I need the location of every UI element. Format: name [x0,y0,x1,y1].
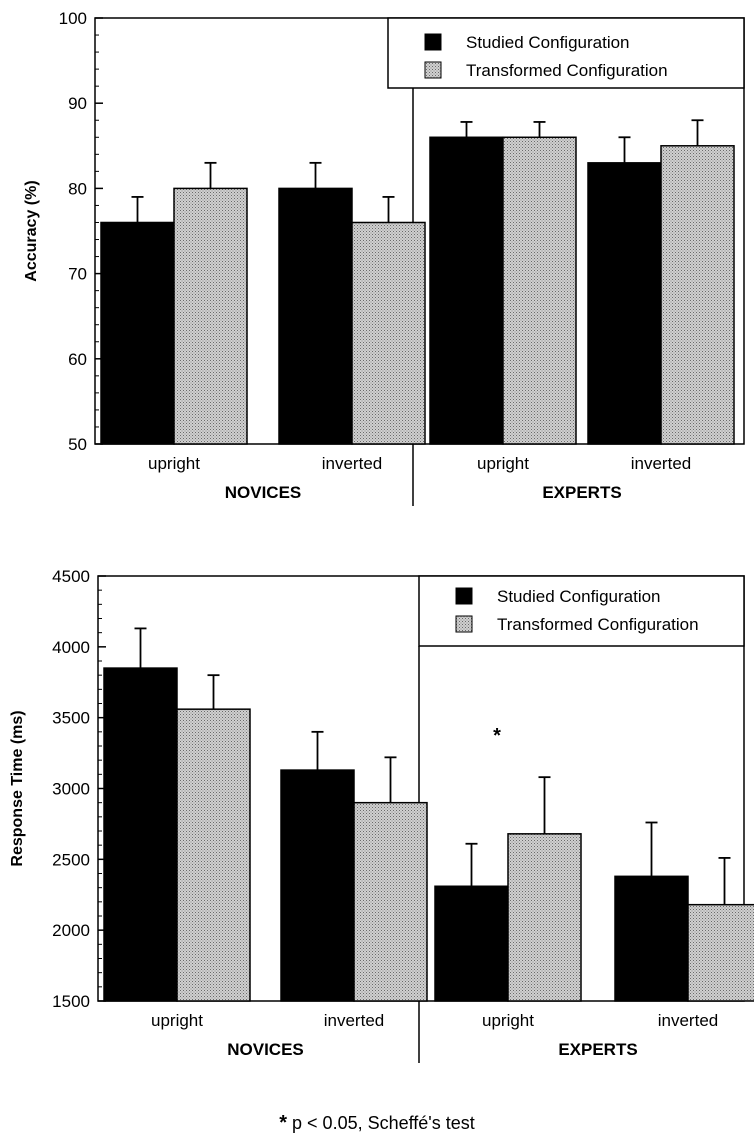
bar-studied [614,875,689,1002]
legend-label: Transformed Configuration [497,615,699,634]
accuracy-chart: 50 60 70 80 90 100 Accuracy (%) upright inverted… [23,9,745,506]
legend-label: Studied Configuration [497,587,661,606]
y-tick-label: 90 [68,94,87,113]
bar-transformed [176,708,251,1002]
y-tick-label: 50 [68,435,87,454]
y-tick-label: 100 [59,9,87,28]
legend-label: Transformed Configuration [466,61,668,80]
category-label: inverted [631,454,691,473]
y-axis-label: Accuracy (%) [23,180,40,281]
bar-transformed [353,801,428,1002]
group-label: EXPERTS [542,483,621,502]
footnote: * p < 0.05, Scheffé's test [0,1112,754,1135]
bar-transformed [351,221,426,445]
category-label: upright [148,454,200,473]
category-label: upright [482,1011,534,1030]
legend-swatch-studied [424,33,442,51]
response-time-chart: 1500 2000 2500 3000 3500 4000 4500 Response Tim… [9,567,754,1063]
legend-swatch-transformed [424,61,442,79]
footnote-text: p < 0.05, Scheffé's test [292,1113,475,1133]
y-tick-label: 4500 [52,567,90,586]
bar-transformed [173,187,248,445]
legend-box [418,575,745,647]
group-label: NOVICES [227,1040,304,1059]
bar-studied [587,162,662,445]
y-tick-label: 70 [68,265,87,284]
y-tick-label: 3500 [52,709,90,728]
bar-transformed [507,833,582,1002]
bar-transformed [660,145,735,445]
legend-box [387,17,745,89]
category-label: upright [477,454,529,473]
legend-label: Studied Configuration [466,33,630,52]
category-label: upright [151,1011,203,1030]
footnote-star: * [279,1112,288,1134]
bar-studied [434,885,509,1002]
y-tick-label: 3000 [52,780,90,799]
category-label: inverted [322,454,382,473]
significance-marker: * [493,725,501,747]
bar-studied [100,221,175,445]
y-tick-label: 2000 [52,921,90,940]
group-label: NOVICES [225,483,302,502]
category-label: inverted [658,1011,718,1030]
y-tick-label: 4000 [52,638,90,657]
bar-transformed [502,136,577,445]
y-tick-label: 2500 [52,850,90,869]
group-label: EXPERTS [558,1040,637,1059]
bar-studied [103,667,178,1002]
y-tick-label: 1500 [52,992,90,1011]
y-tick-label: 80 [68,179,87,198]
bar-transformed [687,903,754,1002]
legend-swatch-studied [455,587,473,605]
category-label: inverted [324,1011,384,1030]
bar-studied [429,136,504,445]
y-tick-label: 60 [68,350,87,369]
y-axis-label: Response Time (ms) [9,710,26,866]
legend-swatch-transformed [455,615,473,633]
bar-studied [278,187,353,445]
bar-studied [280,769,355,1002]
